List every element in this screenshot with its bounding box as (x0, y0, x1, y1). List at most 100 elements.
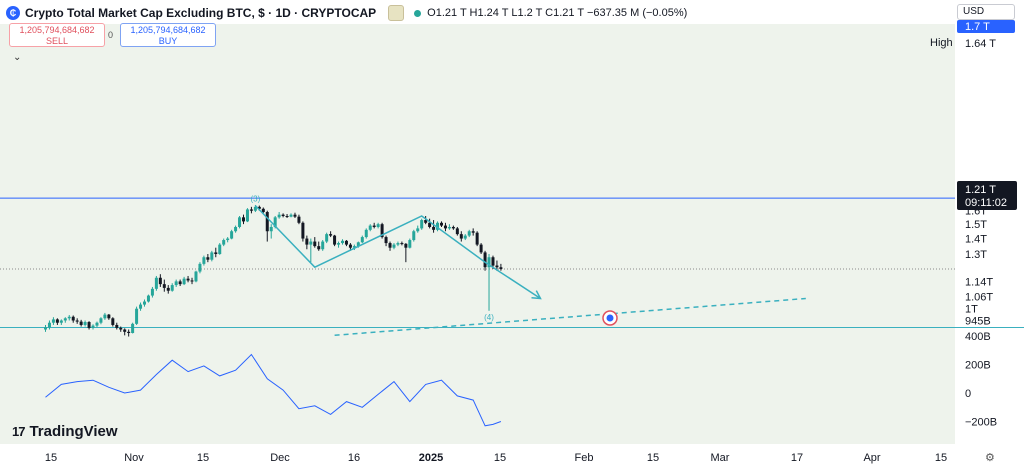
candle-body (87, 322, 91, 328)
high-price-value: 1.64 T (965, 38, 996, 50)
candle-body (83, 322, 87, 325)
time-axis-tick: 16 (348, 452, 360, 464)
tradingview-mark-icon: 17 (12, 424, 26, 439)
crypto-cap-logo-icon: ₵ (6, 6, 20, 20)
candle-body (261, 208, 265, 213)
wave-label-3: (3) (250, 195, 260, 204)
buy-label: BUY (158, 36, 178, 46)
candle-body (234, 226, 238, 232)
symbol-title[interactable]: Crypto Total Market Cap Excluding BTC, $… (25, 6, 377, 20)
dashed-trend-line (334, 297, 806, 337)
candle-body (230, 231, 234, 239)
price-pane (0, 24, 955, 327)
candle-body (127, 331, 131, 333)
candle-body (384, 237, 388, 244)
candle-body (158, 277, 162, 285)
candle-body (285, 216, 289, 218)
candle-body (499, 267, 503, 269)
candle-body (301, 222, 305, 239)
candle-body (67, 316, 71, 319)
candle-body (380, 224, 384, 238)
candle-body (428, 222, 432, 227)
tradingview-logo[interactable]: 17 TradingView (12, 423, 118, 440)
candle-body (198, 263, 202, 272)
candle-body (245, 209, 249, 222)
candle-body (75, 320, 79, 322)
time-axis-tick: Dec (270, 452, 290, 464)
candle-body (317, 246, 321, 250)
candle-body (329, 234, 333, 236)
candle-body (59, 320, 63, 323)
candle-body (360, 237, 364, 243)
high-label: High (930, 37, 953, 49)
price-axis-tick: 1.14T (965, 276, 993, 288)
spread-value: 0 (108, 30, 114, 40)
trend-arrowhead (531, 290, 542, 300)
candle-body (150, 288, 154, 296)
candle-body (71, 316, 75, 321)
oscillator-axis-tick: 200B (965, 360, 991, 372)
settings-gear-icon[interactable]: ⚙ (985, 452, 995, 464)
time-axis-tick: Apr (863, 452, 880, 464)
candle-body (226, 238, 230, 241)
candle-body (483, 252, 487, 268)
candle-body (495, 265, 499, 268)
candle-body (463, 235, 467, 239)
candle-body (253, 206, 257, 211)
candle-body (436, 222, 440, 230)
candle-body (392, 244, 396, 248)
time-axis-tick: 17 (791, 452, 803, 464)
candle-body (265, 212, 269, 232)
candle-body (487, 257, 491, 268)
candle-body (206, 257, 210, 260)
candle-body (416, 228, 420, 232)
time-axis-tick: Mar (711, 452, 730, 464)
top-line-price-tag (957, 20, 1015, 33)
candle-body (440, 222, 443, 226)
candle-body (44, 327, 47, 330)
candle-body (166, 287, 170, 291)
candle-body (162, 284, 166, 288)
tradingview-name: TradingView (29, 423, 118, 440)
price-axis-tick: 1T (965, 304, 978, 316)
candle-body (63, 318, 67, 321)
candle-body (491, 257, 495, 266)
buy-button[interactable]: 1,205,794,684,682 BUY (120, 23, 216, 47)
market-status-icon (414, 9, 422, 17)
candle-body (396, 243, 400, 245)
currency-select[interactable]: USD (957, 4, 1015, 20)
candle-body (222, 240, 226, 245)
candle-body (467, 231, 471, 236)
candle-body (333, 235, 337, 245)
candle-body (475, 232, 479, 245)
candle-body (135, 308, 139, 324)
candle-body (372, 225, 376, 227)
oscillator-axis-tick: −200B (965, 417, 997, 429)
time-axis-tick: 2025 (419, 452, 443, 464)
time-axis-tick: 15 (45, 452, 57, 464)
candle-body (257, 206, 261, 209)
price-axis-tick: 1.06T (965, 292, 993, 304)
candle-body (337, 243, 341, 245)
candle-body (79, 321, 83, 325)
candle-body (91, 325, 95, 328)
candle-body (103, 314, 107, 319)
candle-body (99, 318, 103, 323)
candle-body (455, 228, 459, 235)
candle-body (214, 252, 218, 255)
collapse-chevron-icon[interactable]: ⌄ (13, 52, 22, 63)
candle-body (471, 231, 475, 233)
price-axis-tick: 1.4T (965, 234, 987, 246)
candle-body (123, 329, 127, 332)
candle-body (154, 277, 158, 289)
symbol-header: ₵ Crypto Total Market Cap Excluding BTC,… (6, 4, 687, 22)
candle-body (432, 226, 436, 230)
candle-body (305, 238, 309, 245)
sell-button[interactable]: 1,205,794,684,682 SELL (9, 23, 105, 47)
candle-body (281, 214, 285, 217)
candle-body (218, 244, 222, 255)
time-axis-tick: Nov (124, 452, 144, 464)
candle-body (202, 257, 206, 264)
alert-icon[interactable] (388, 5, 405, 21)
